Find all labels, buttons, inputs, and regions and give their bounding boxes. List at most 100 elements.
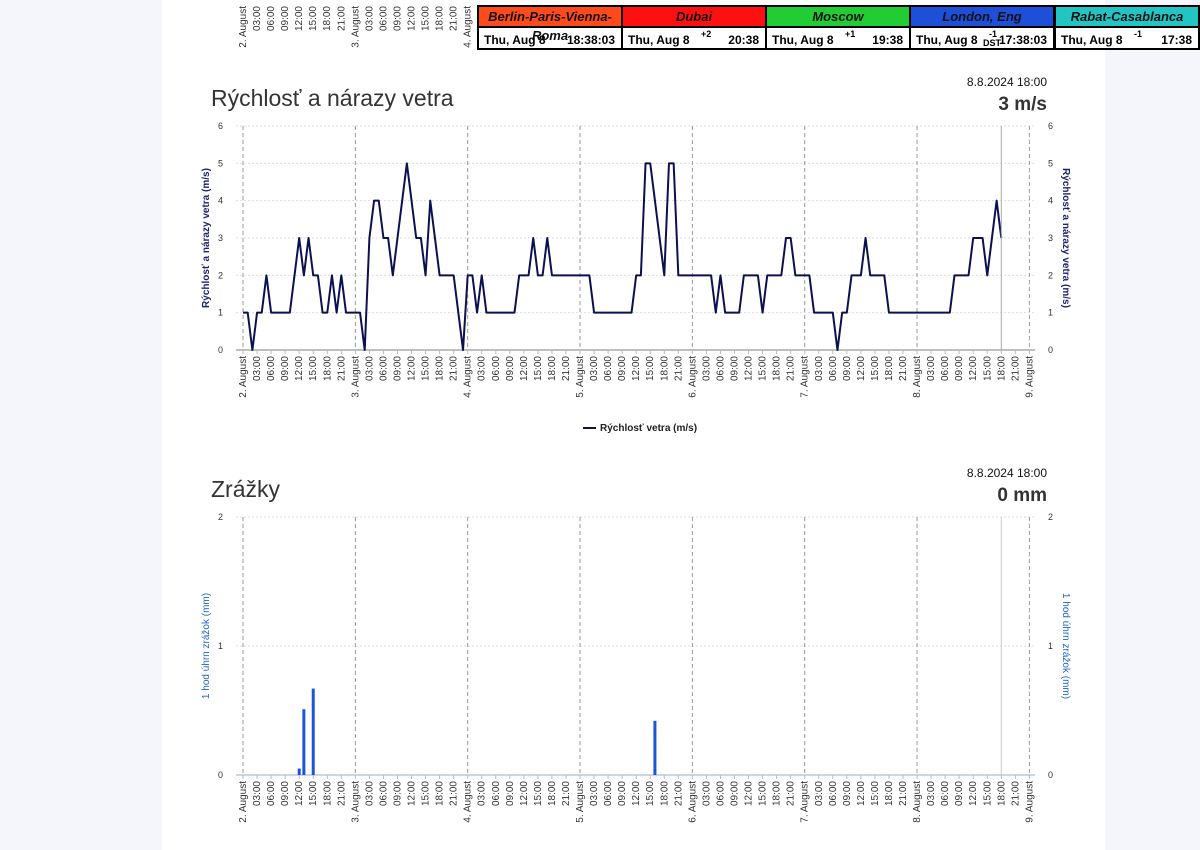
x-tick-label: 2. August — [238, 781, 249, 823]
x-tick-label: 21:00 — [449, 356, 460, 381]
y-tick-label: 1 — [218, 641, 223, 651]
clock-offset: -1 — [1134, 29, 1143, 39]
clock-city: Dubai — [623, 7, 765, 28]
clock-offset: +1 — [845, 29, 856, 39]
y-tick-label: 0 — [218, 770, 223, 780]
x-tick-label: 03:00 — [926, 781, 937, 806]
x-tick-label: 03:00 — [252, 356, 263, 381]
x-tick-label: 21:00 — [673, 356, 684, 381]
x-tick-label: 15:00 — [982, 356, 993, 381]
x-tick-label: 5. August — [575, 356, 586, 398]
x-tick-label: 18:00 — [547, 356, 558, 381]
clock-offset: +2 — [701, 29, 712, 39]
x-tick-label: 06:00 — [828, 356, 839, 381]
x-tick-label: 21:00 — [336, 356, 347, 381]
x-tick-label: 09:00 — [954, 781, 965, 806]
x-tick-label: 15:00 — [870, 781, 881, 806]
x-tick-label: 06:00 — [266, 781, 277, 806]
x-tick-label: 03:00 — [701, 356, 712, 381]
x-tick-label: 6. August — [687, 356, 698, 398]
x-tick-label: 18:00 — [435, 6, 446, 31]
clock-date: Thu, Aug 8 — [916, 33, 978, 47]
y-tick-label: 4 — [218, 196, 223, 206]
x-tick-label: 18:00 — [322, 781, 333, 806]
clock-cell: Moscow Thu, Aug 8 +1 19:38 — [765, 5, 911, 50]
x-tick-label: 09:00 — [617, 781, 628, 806]
x-tick-label: 3. August — [350, 6, 361, 48]
y-tick-label: 2 — [1048, 270, 1053, 280]
clock-date: Thu, Aug 8 — [484, 33, 546, 47]
y-tick-label: 1 — [1048, 308, 1053, 318]
y-tick-label: 2 — [1048, 512, 1053, 522]
x-tick-label: 09:00 — [280, 6, 291, 31]
x-tick-label: 18:00 — [322, 356, 333, 381]
y-tick-label: 6 — [218, 121, 223, 131]
x-tick-label: 03:00 — [364, 6, 375, 31]
x-tick-label: 03:00 — [477, 356, 488, 381]
x-tick-label: 2. August — [238, 6, 249, 48]
x-tick-label: 18:00 — [659, 781, 670, 806]
x-tick-label: 09:00 — [617, 356, 628, 381]
x-tick-label: 12:00 — [519, 356, 530, 381]
x-tick-label: 7. August — [800, 356, 811, 398]
x-tick-label: 06:00 — [603, 356, 614, 381]
y-tick-label: 0 — [218, 345, 223, 355]
x-tick-label: 2. August — [238, 356, 249, 398]
y-axis-title: 1 hod úhrn zrážok (mm) — [201, 593, 212, 699]
x-tick-label: 06:00 — [715, 356, 726, 381]
x-tick-label: 03:00 — [364, 356, 375, 381]
clock-time: 17:38 — [1161, 33, 1192, 47]
x-tick-label: 8. August — [912, 781, 923, 823]
x-tick-label: 06:00 — [940, 356, 951, 381]
bar — [302, 709, 306, 775]
y-tick-label: 4 — [1048, 196, 1053, 206]
x-tick-label: 21:00 — [898, 781, 909, 806]
y-axis-title: 1 hod úhrn zrážok (mm) — [1060, 593, 1071, 699]
x-tick-label: 15:00 — [645, 356, 656, 381]
clock-row: Thu, Aug 8 18:38:03 — [479, 28, 621, 50]
x-tick-label: 09:00 — [729, 781, 740, 806]
x-tick-label: 18:00 — [884, 781, 895, 806]
x-tick-label: 18:00 — [659, 356, 670, 381]
x-tick-label: 09:00 — [505, 781, 516, 806]
x-tick-label: 09:00 — [842, 781, 853, 806]
chart-title: Rýchlosť a nárazy vetra — [211, 85, 454, 111]
x-tick-label: 06:00 — [491, 781, 502, 806]
x-tick-label: 18:00 — [435, 356, 446, 381]
x-tick-label: 06:00 — [828, 781, 839, 806]
content — [162, 0, 1105, 850]
clock-offset: -1 — [989, 29, 998, 39]
x-tick-label: 12:00 — [744, 781, 755, 806]
x-tick-label: 15:00 — [758, 781, 769, 806]
y-axis-title: Rýchlosť a nárazy vetra (m/s) — [201, 168, 212, 308]
x-tick-label: 12:00 — [407, 356, 418, 381]
x-tick-label: 18:00 — [435, 781, 446, 806]
y-tick-label: 1 — [1048, 641, 1053, 651]
y-tick-label: 6 — [1048, 121, 1053, 131]
x-tick-label: 15:00 — [533, 356, 544, 381]
x-tick-label: 6. August — [687, 781, 698, 823]
x-tick-label: 09:00 — [280, 781, 291, 806]
clock-note: DST — [983, 38, 1001, 48]
x-tick-label: 15:00 — [870, 356, 881, 381]
chart-title: Zrážky — [211, 476, 281, 502]
clock-date: Thu, Aug 8 — [628, 33, 690, 47]
x-tick-label: 9. August — [1024, 356, 1035, 398]
x-tick-label: 15:00 — [982, 781, 993, 806]
x-tick-label: 4. August — [463, 356, 474, 398]
x-tick-label: 06:00 — [715, 781, 726, 806]
x-tick-label: 21:00 — [449, 781, 460, 806]
x-tick-label: 15:00 — [645, 781, 656, 806]
x-tick-label: 18:00 — [547, 781, 558, 806]
y-axis-title: Rýchlosť a nárazy vetra (m/s) — [1060, 168, 1071, 308]
y-tick-label: 3 — [218, 233, 223, 243]
clock-row: Thu, Aug 8 -1 DST 17:38:03 — [911, 28, 1053, 50]
x-tick-label: 21:00 — [336, 781, 347, 806]
x-tick-label: 15:00 — [308, 6, 319, 31]
x-tick-label: 12:00 — [744, 356, 755, 381]
y-tick-label: 3 — [1048, 233, 1053, 243]
x-tick-label: 09:00 — [392, 781, 403, 806]
clock-row: Thu, Aug 8 +1 19:38 — [767, 28, 909, 50]
x-tick-label: 21:00 — [898, 356, 909, 381]
x-tick-label: 03:00 — [589, 356, 600, 381]
